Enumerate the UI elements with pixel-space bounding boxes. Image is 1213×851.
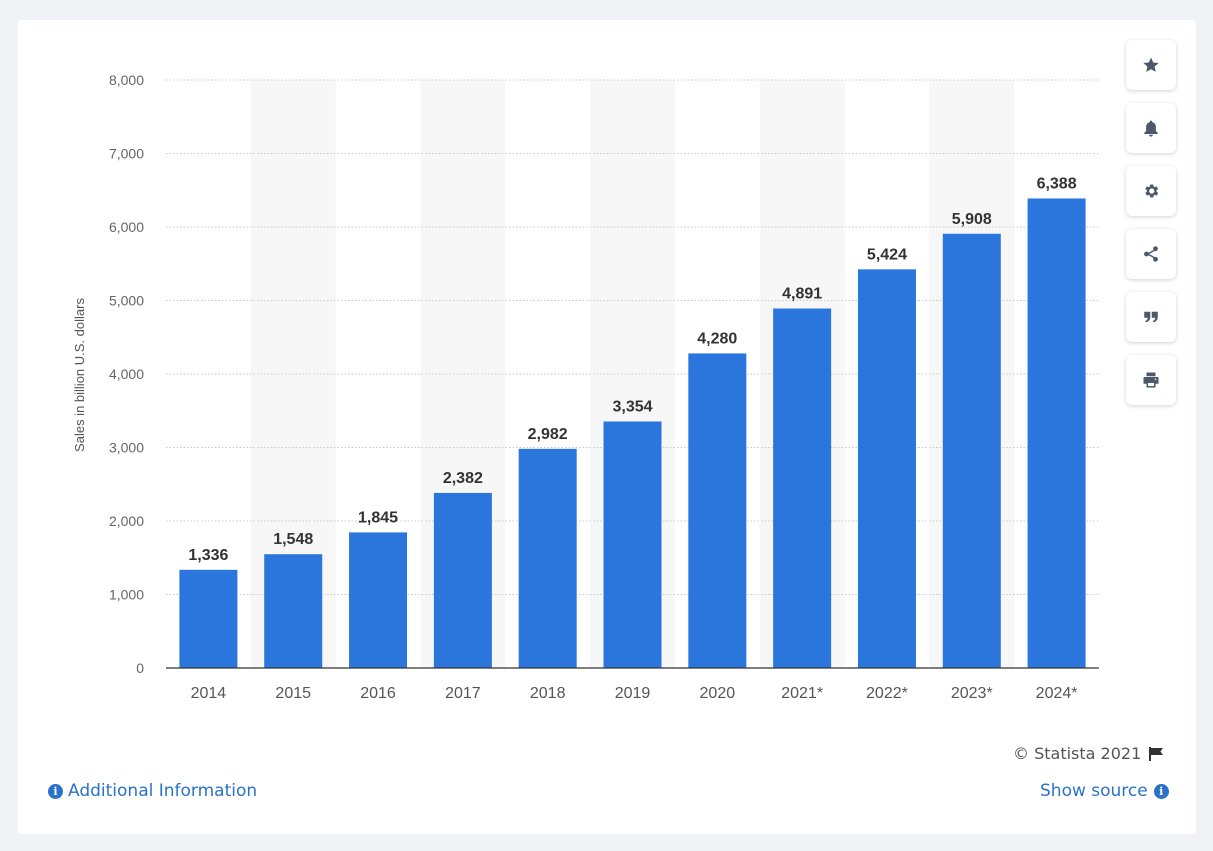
- x-tick-label: 2023*: [951, 685, 993, 702]
- data-label: 1,845: [358, 509, 398, 526]
- bar: [603, 421, 662, 668]
- x-tick-label: 2022*: [866, 685, 908, 702]
- y-tick-label: 2,000: [109, 513, 144, 529]
- x-tick-label: 2019: [615, 685, 651, 702]
- bar: [179, 569, 238, 668]
- bar: [857, 269, 916, 668]
- show-source-label: Show source: [1040, 781, 1148, 801]
- x-tick-label: 2017: [445, 685, 481, 702]
- x-tick-label: 2021*: [781, 685, 823, 702]
- share-icon: [1144, 246, 1158, 262]
- data-label: 1,336: [188, 547, 228, 564]
- data-label: 4,280: [697, 330, 737, 347]
- x-tick-label: 2014: [191, 685, 227, 702]
- star-icon: [1143, 57, 1159, 72]
- cite-button[interactable]: [1126, 292, 1176, 342]
- info-icon: i: [1153, 783, 1169, 799]
- data-label: 5,908: [952, 211, 992, 228]
- bar: [688, 353, 747, 668]
- print-button[interactable]: [1126, 355, 1176, 405]
- x-tick-label: 2016: [360, 685, 396, 702]
- bar: [264, 554, 323, 668]
- show-source-link[interactable]: Show source i: [1040, 781, 1169, 801]
- x-tick-label: 2020: [700, 685, 736, 702]
- share-button[interactable]: [1126, 229, 1176, 279]
- bell-icon: [1144, 120, 1158, 137]
- y-tick-label: 0: [136, 660, 144, 676]
- print-icon: [1143, 372, 1159, 388]
- y-tick-label: 4,000: [109, 366, 144, 382]
- copyright: © Statista 2021: [1013, 744, 1165, 763]
- data-label: 6,388: [1037, 175, 1077, 192]
- bar: [942, 233, 1001, 668]
- data-label: 3,354: [612, 398, 652, 415]
- bar: [349, 532, 408, 668]
- data-label: 5,424: [867, 246, 907, 263]
- y-tick-label: 3,000: [109, 440, 144, 456]
- x-tick-label: 2018: [530, 685, 566, 702]
- favorite-button[interactable]: [1126, 40, 1176, 90]
- info-icon: i: [48, 783, 63, 799]
- y-tick-label: 7,000: [109, 146, 144, 162]
- y-tick-label: 1,000: [109, 587, 144, 603]
- y-tick-label: 8,000: [109, 72, 144, 88]
- additional-information-link[interactable]: i Additional Information: [48, 781, 257, 801]
- settings-button[interactable]: [1126, 166, 1176, 216]
- flag-icon: [1149, 746, 1164, 761]
- x-tick-label: 2024*: [1036, 685, 1078, 702]
- quote-icon: [1144, 311, 1158, 323]
- data-label: 2,982: [528, 426, 568, 443]
- y-tick-label: 5,000: [109, 293, 144, 309]
- data-label: 1,548: [273, 531, 313, 548]
- additional-information-label: Additional Information: [68, 781, 258, 801]
- gear-icon: [1145, 184, 1159, 198]
- bar: [518, 448, 577, 668]
- data-label: 2,382: [443, 470, 483, 487]
- bar: [433, 492, 492, 668]
- bar: [1027, 198, 1086, 668]
- data-label: 4,891: [782, 286, 822, 303]
- y-tick-label: 6,000: [109, 219, 144, 235]
- notification-button[interactable]: [1126, 103, 1176, 153]
- x-tick-label: 2015: [275, 685, 311, 702]
- bar: [773, 308, 832, 668]
- y-axis-label: Sales in billion U.S. dollars: [72, 298, 87, 452]
- copyright-text: © Statista 2021: [1013, 744, 1142, 763]
